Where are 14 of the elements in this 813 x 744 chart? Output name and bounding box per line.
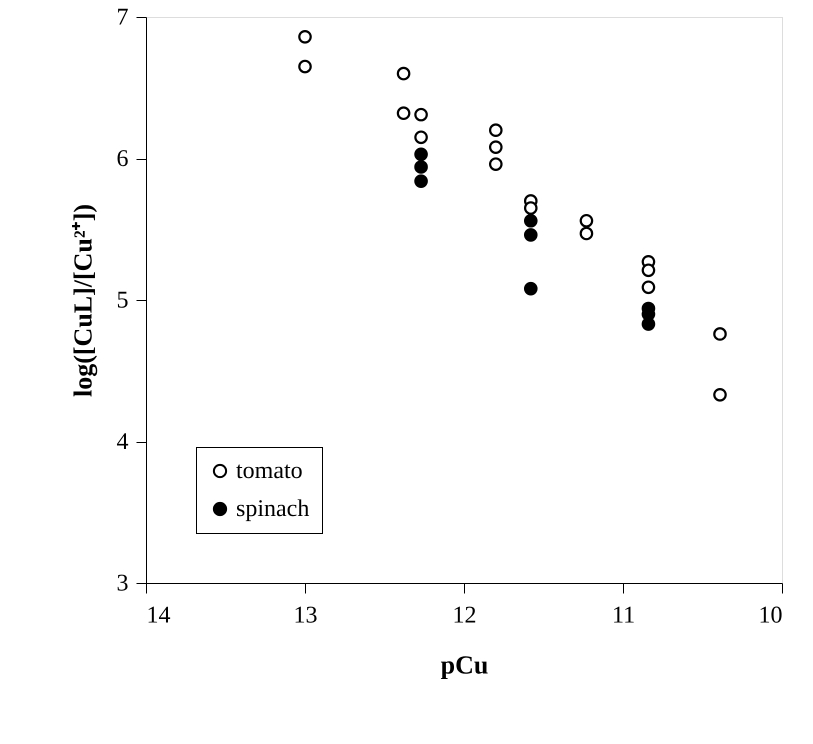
y-tick-label: 4: [116, 429, 128, 455]
y-axis-title: log([CuL]/[Cu²⁺]): [68, 204, 98, 398]
y-tick-label: 3: [116, 570, 128, 596]
legend-label: tomato: [236, 458, 303, 484]
x-tick-label: 12: [452, 602, 476, 628]
x-tick-label: 14: [146, 602, 170, 628]
y-tick-label: 5: [116, 288, 128, 314]
y-tick-label: 6: [116, 146, 128, 172]
legend-label: spinach: [236, 496, 310, 522]
y-tick-label: 7: [116, 4, 128, 30]
x-tick-label: 13: [294, 602, 318, 628]
x-tick-label: 11: [612, 602, 636, 628]
x-axis-title: pCu: [440, 650, 488, 680]
x-tick-label: 10: [758, 602, 782, 628]
